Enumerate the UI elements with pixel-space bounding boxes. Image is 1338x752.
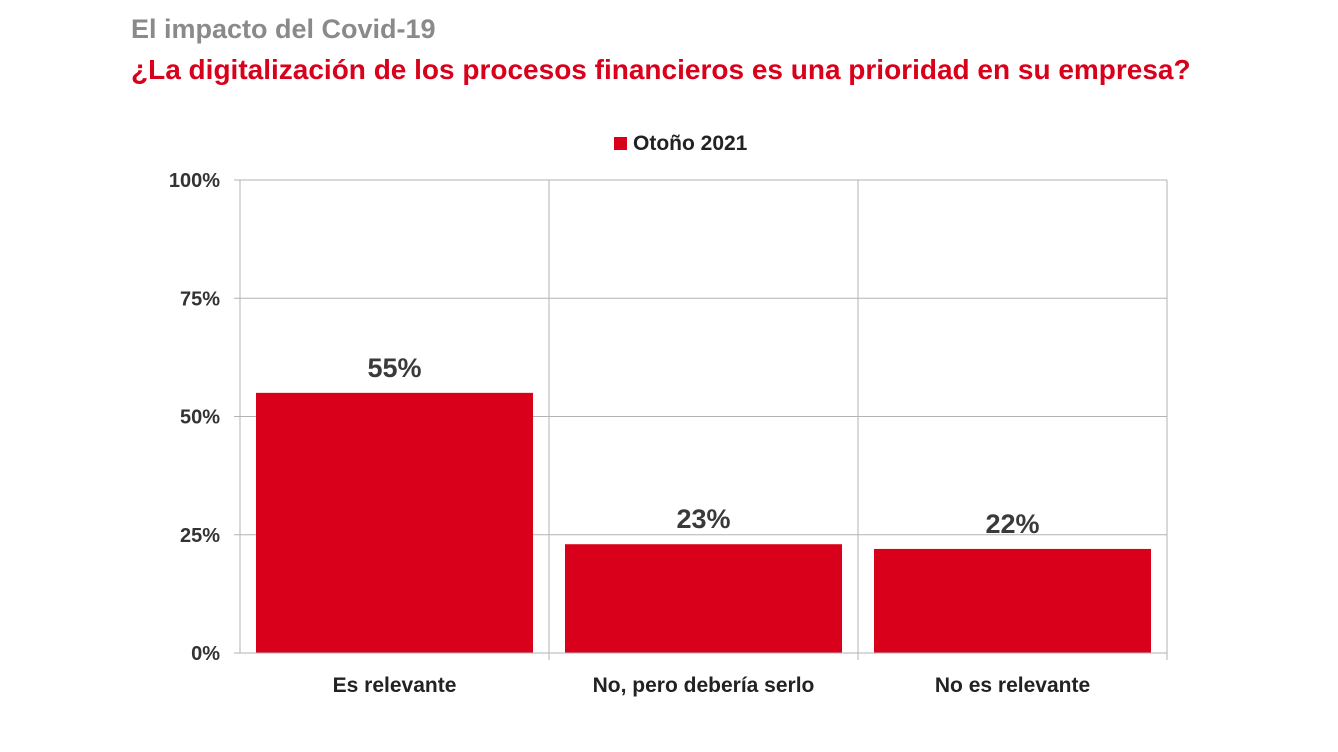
data-label: 22% bbox=[985, 509, 1039, 539]
y-tick-label: 100% bbox=[169, 170, 220, 192]
legend-label: Otoño 2021 bbox=[633, 132, 748, 155]
legend-swatch bbox=[614, 137, 627, 150]
y-tick-label: 25% bbox=[180, 525, 220, 547]
bars-layer: 55% 23% 22% bbox=[256, 353, 1151, 653]
legend: Otoño 2021 bbox=[614, 132, 748, 155]
axis-layer: 0% 25% 50% 75% 100% Es relevante No, pero debe… bbox=[169, 170, 1167, 697]
bar-2 bbox=[565, 544, 842, 653]
chart-supertitle: El impacto del Covid-19 bbox=[131, 14, 436, 44]
y-tick-label: 75% bbox=[180, 288, 220, 310]
chart-title: ¿La digitalización de los procesos finan… bbox=[131, 54, 1191, 85]
category-label: Es relevante bbox=[333, 674, 457, 697]
bar-1 bbox=[256, 392, 533, 653]
bar-3 bbox=[874, 548, 1151, 653]
y-tick-label: 0% bbox=[191, 643, 220, 665]
data-label: 23% bbox=[676, 504, 730, 534]
data-label: 55% bbox=[367, 353, 421, 383]
y-tick-label: 50% bbox=[180, 407, 220, 429]
category-label: No es relevante bbox=[935, 674, 1090, 697]
category-label: No, pero debería serlo bbox=[593, 674, 815, 697]
